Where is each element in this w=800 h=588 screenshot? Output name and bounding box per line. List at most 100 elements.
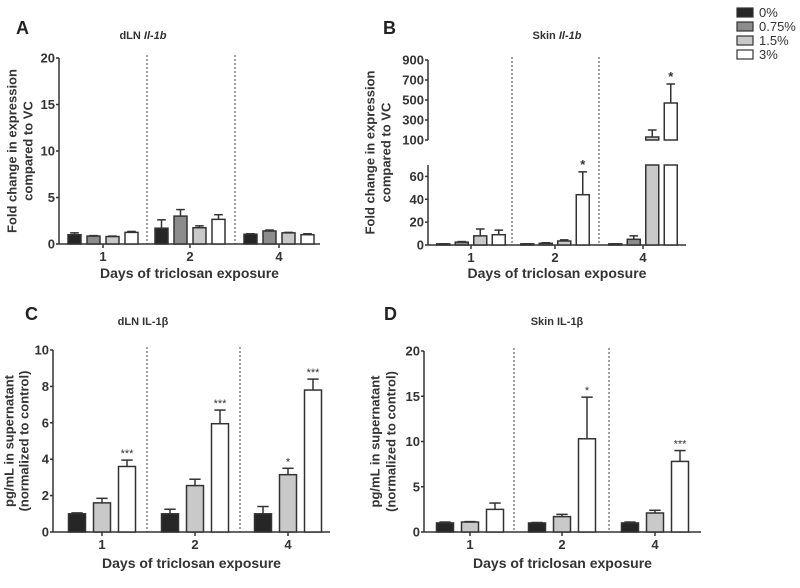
bar bbox=[670, 460, 690, 533]
bar-upper bbox=[663, 102, 678, 141]
y-axis-label: compared to VC bbox=[379, 102, 394, 202]
y-axis-label: Fold change in expression bbox=[5, 69, 20, 233]
bar bbox=[527, 522, 547, 533]
y-tick-label: 2 bbox=[42, 488, 49, 503]
y-tick-label: 5 bbox=[48, 190, 55, 205]
y-tick-label: 20 bbox=[410, 215, 424, 230]
y-tick-label: 10 bbox=[41, 144, 55, 159]
x-tick-label: 1 bbox=[467, 250, 474, 265]
chart-title-gene: Il-1b bbox=[559, 30, 582, 42]
bar bbox=[281, 232, 296, 245]
panel-letter: C bbox=[25, 304, 38, 324]
legend-swatch bbox=[736, 21, 754, 32]
bar bbox=[105, 235, 120, 245]
chart-title: dLN Il-1b bbox=[119, 30, 166, 42]
chart-title: Skin IL-1β bbox=[531, 316, 584, 328]
bar bbox=[485, 508, 505, 533]
bar bbox=[210, 422, 230, 533]
x-tick-label: 4 bbox=[651, 537, 659, 552]
bar bbox=[67, 513, 87, 533]
significance-label: *** bbox=[214, 398, 228, 410]
bar bbox=[117, 465, 137, 533]
x-tick-label: 2 bbox=[186, 249, 193, 264]
bar bbox=[86, 235, 101, 245]
x-tick-label: 1 bbox=[99, 249, 106, 264]
y-tick-label: 15 bbox=[406, 389, 420, 404]
y-tick-label: 700 bbox=[402, 73, 424, 88]
x-axis-label: Days of triclosan exposure bbox=[100, 265, 279, 281]
y-axis-label: compared to VC bbox=[21, 101, 36, 201]
bar bbox=[473, 235, 488, 246]
bar bbox=[192, 226, 207, 245]
bar bbox=[645, 512, 665, 533]
bar bbox=[491, 233, 506, 246]
bar bbox=[645, 164, 660, 246]
bar bbox=[154, 227, 169, 245]
legend-label: 3% bbox=[759, 47, 778, 62]
panel-letter: A bbox=[16, 18, 29, 38]
chart-title-prefix: Skin bbox=[533, 30, 559, 42]
legend-label: 0% bbox=[759, 5, 778, 20]
panel-b: 0 20 40 60 100 300 500 700 900 1 2 4 * * B Skin Il-1b Da… bbox=[363, 18, 686, 281]
x-tick-label: 1 bbox=[98, 537, 105, 552]
y-tick-label: 500 bbox=[402, 93, 424, 108]
chart-title-gene: Il-1b bbox=[144, 30, 167, 42]
legend-swatch bbox=[736, 7, 754, 18]
legend-swatch bbox=[736, 35, 754, 46]
y-tick-label: 40 bbox=[410, 192, 424, 207]
y-tick-label: 0 bbox=[48, 237, 55, 252]
significance-label: * bbox=[286, 456, 291, 468]
significance-label: *** bbox=[307, 367, 321, 379]
y-axis-label: pg/mL in supernatant bbox=[2, 374, 17, 507]
y-tick-label: 4 bbox=[42, 452, 50, 467]
legend-label: 0.75% bbox=[759, 19, 796, 34]
bar bbox=[620, 522, 640, 533]
significance-label: * bbox=[585, 385, 590, 397]
chart-title: Skin Il-1b bbox=[533, 30, 582, 42]
y-axis-label: (normalized to control) bbox=[384, 371, 399, 512]
bar bbox=[454, 241, 469, 246]
y-tick-label: 20 bbox=[406, 344, 420, 359]
bar bbox=[278, 473, 298, 533]
bar bbox=[577, 438, 597, 533]
significance-label: * bbox=[580, 157, 586, 172]
panel-letter: D bbox=[384, 304, 397, 324]
bar bbox=[173, 215, 188, 245]
bar bbox=[160, 513, 180, 533]
bar bbox=[663, 164, 678, 246]
bar bbox=[575, 193, 590, 246]
bar bbox=[243, 233, 258, 245]
bar bbox=[262, 230, 277, 245]
chart-title: dLN IL-1β bbox=[118, 316, 169, 328]
bar bbox=[253, 513, 273, 533]
legend-swatch bbox=[736, 49, 754, 60]
significance-label: *** bbox=[121, 448, 135, 460]
x-tick-label: 4 bbox=[639, 250, 647, 265]
bar bbox=[626, 238, 641, 246]
x-axis-label: Days of triclosan exposure bbox=[102, 555, 281, 571]
panel-letter: B bbox=[383, 18, 396, 38]
y-tick-label: 15 bbox=[41, 97, 55, 112]
y-tick-label: 20 bbox=[41, 51, 55, 66]
bar bbox=[538, 242, 553, 246]
bar bbox=[300, 233, 315, 245]
legend-label: 1.5% bbox=[759, 33, 789, 48]
x-tick-label: 2 bbox=[558, 537, 565, 552]
bar bbox=[460, 521, 480, 533]
x-tick-label: 4 bbox=[284, 537, 292, 552]
chart-title-prefix: dLN bbox=[119, 30, 143, 42]
y-tick-label: 900 bbox=[402, 53, 424, 68]
bar bbox=[124, 231, 139, 245]
y-axis-label: pg/mL in supernatant bbox=[368, 375, 383, 508]
y-tick-label: 60 bbox=[410, 169, 424, 184]
x-tick-label: 2 bbox=[191, 537, 198, 552]
y-axis-label: (normalized to control) bbox=[17, 371, 32, 512]
y-tick-label: 300 bbox=[402, 113, 424, 128]
bar bbox=[92, 502, 112, 533]
x-tick-label: 2 bbox=[551, 250, 558, 265]
bar-upper bbox=[645, 136, 660, 141]
bar bbox=[67, 233, 82, 245]
